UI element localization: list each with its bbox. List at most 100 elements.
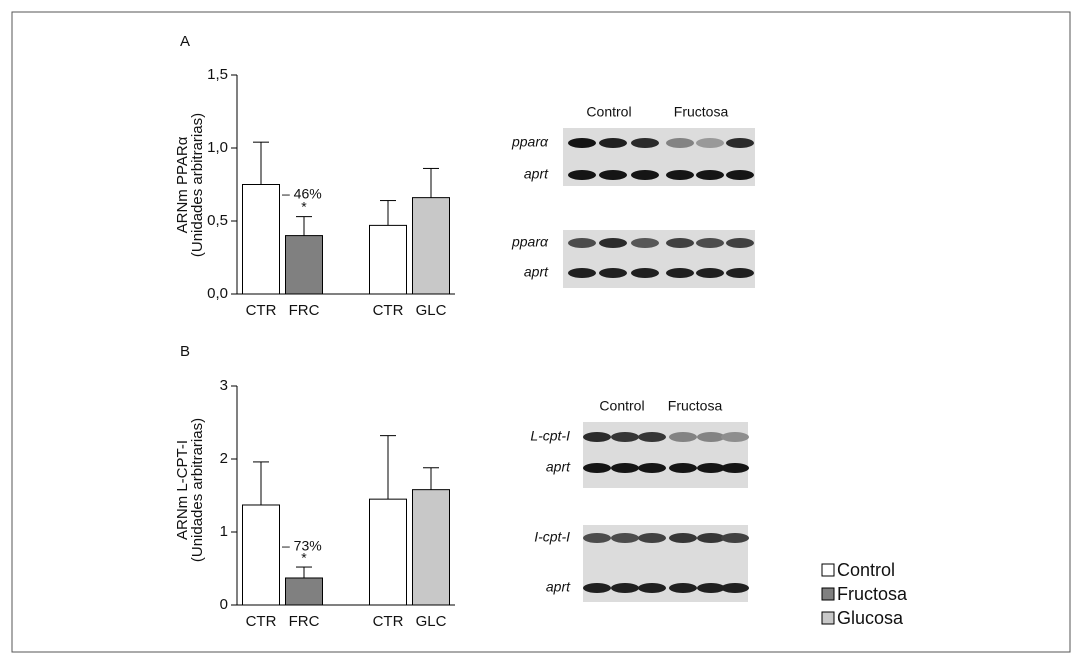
y-axis-label: (Unidades arbitrarias) [189, 418, 206, 562]
blot-band [669, 583, 697, 593]
blot-band [631, 238, 659, 248]
bar [412, 489, 450, 606]
blot-row-label: pparα [511, 134, 549, 150]
legend-label: Glucosa [837, 608, 904, 628]
y-tick-label: 0,0 [207, 285, 228, 302]
y-axis-label: ARNm L-CPT-I [174, 440, 191, 540]
blot-band [696, 138, 724, 148]
blot-row-label: aprt [546, 579, 571, 595]
bar [412, 197, 450, 295]
blot-band [697, 533, 725, 543]
blot-band [696, 170, 724, 180]
y-axis-label: ARNm PPARα [174, 136, 191, 233]
annotation: – 46% [282, 186, 322, 202]
annotation: * [301, 550, 307, 566]
y-tick-label: 1,5 [207, 66, 228, 83]
blot-row-label: aprt [524, 166, 549, 182]
blot-band [599, 138, 627, 148]
blot-header: Control [586, 104, 631, 120]
annotation: – 73% [282, 538, 322, 554]
legend-swatch [821, 563, 835, 577]
blot-header: Fructosa [674, 104, 729, 120]
blot-band [666, 268, 694, 278]
blot-header: Control [599, 398, 644, 414]
blot-band [696, 268, 724, 278]
blot-band [697, 463, 725, 473]
y-tick-label: 0,5 [207, 212, 228, 229]
panel-label: B [180, 343, 190, 360]
blot-band [611, 583, 639, 593]
blot-band [696, 238, 724, 248]
blot-row-label: L-cpt-I [530, 428, 570, 444]
blot-band [631, 138, 659, 148]
legend-swatch [821, 587, 835, 601]
bar [242, 184, 280, 295]
blot-band [599, 170, 627, 180]
bar [285, 235, 323, 295]
blot-band [721, 583, 749, 593]
blot-band [599, 268, 627, 278]
x-tick-label: CTR [246, 613, 277, 630]
blot-band [583, 432, 611, 442]
blot-band [638, 583, 666, 593]
blot-band [638, 432, 666, 442]
blot-band [568, 138, 596, 148]
blot-band [666, 170, 694, 180]
blot-band [726, 170, 754, 180]
blot-image [563, 230, 755, 288]
panel-label: A [180, 33, 190, 50]
blot-band [631, 268, 659, 278]
blot-band [599, 238, 627, 248]
x-tick-label: FRC [289, 613, 320, 630]
legend-swatch [821, 611, 835, 625]
blot-band [721, 463, 749, 473]
y-axis-label: (Unidades arbitrarias) [189, 113, 206, 257]
blot-band [638, 533, 666, 543]
blot-band [666, 238, 694, 248]
blot-band [631, 170, 659, 180]
x-tick-label: FRC [289, 302, 320, 319]
y-tick-label: 3 [220, 377, 228, 394]
blot-band [697, 432, 725, 442]
blot-band [611, 463, 639, 473]
blot-band [583, 533, 611, 543]
blot-band [568, 170, 596, 180]
blot-row-label: aprt [524, 264, 549, 280]
bar [369, 224, 407, 295]
x-tick-label: CTR [246, 302, 277, 319]
x-tick-label: CTR [373, 302, 404, 319]
blot-band [568, 238, 596, 248]
frame [11, 11, 1071, 653]
blot-band [611, 533, 639, 543]
blot-row-label: pparα [511, 234, 549, 250]
blot-band [697, 583, 725, 593]
blot-row-label: I-cpt-I [534, 529, 570, 545]
legend-label: Fructosa [837, 584, 908, 604]
blot-band [638, 463, 666, 473]
blot-band [669, 533, 697, 543]
blot-header: Fructosa [668, 398, 723, 414]
blot-band [583, 463, 611, 473]
y-tick-label: 1 [220, 523, 228, 540]
x-tick-label: GLC [416, 302, 447, 319]
blot-band [669, 432, 697, 442]
blot-band [721, 533, 749, 543]
blot-band [721, 432, 749, 442]
blot-band [583, 583, 611, 593]
blot-row-label: aprt [546, 459, 571, 475]
y-tick-label: 0 [220, 596, 228, 613]
blot-image [583, 422, 748, 488]
blot-band [611, 432, 639, 442]
bar [369, 498, 407, 606]
y-tick-label: 2 [220, 450, 228, 467]
bar [242, 504, 280, 606]
x-tick-label: CTR [373, 613, 404, 630]
blot-band [726, 238, 754, 248]
blot-band [666, 138, 694, 148]
x-tick-label: GLC [416, 613, 447, 630]
blot-band [726, 138, 754, 148]
y-tick-label: 1,0 [207, 139, 228, 156]
blot-band [726, 268, 754, 278]
blot-band [669, 463, 697, 473]
